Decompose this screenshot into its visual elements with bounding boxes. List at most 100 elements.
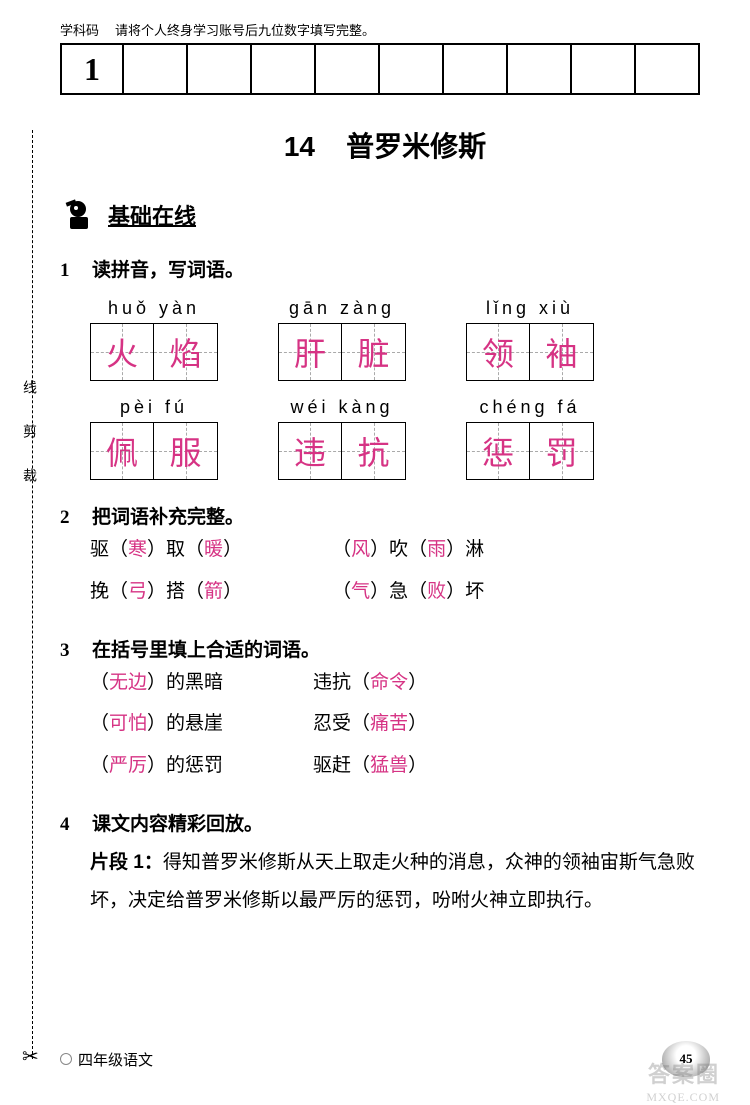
- q4-paragraph: 片段 1：得知普罗米修斯从天上取走火种的消息，众神的领袖宙斯气急败坏，决定给普罗…: [90, 844, 710, 920]
- scissors-icon: ✂: [22, 1044, 39, 1069]
- instruction-text: 请将个人终身学习账号后九位数字填写完整。: [115, 20, 375, 39]
- q2-item: 挽（弓）搭（箭）: [90, 571, 242, 613]
- answer-char: 违: [294, 428, 326, 474]
- answer-char: 领: [482, 329, 514, 375]
- char-box[interactable]: 服: [154, 422, 218, 480]
- answer: 寒: [128, 539, 147, 560]
- code-blank[interactable]: [444, 43, 508, 95]
- section-title: 基础在线: [108, 199, 196, 231]
- char-boxes: 违 抗: [278, 422, 406, 480]
- subject-code-label: 学科码: [60, 20, 99, 39]
- answer-char: 袖: [545, 329, 577, 375]
- pinyin-text: gān zàng: [289, 298, 395, 319]
- code-blank[interactable]: [124, 43, 188, 95]
- code-blank[interactable]: [252, 43, 316, 95]
- lesson-name: 普罗米修斯: [346, 131, 486, 162]
- pinyin-text: pèi fú: [120, 397, 188, 418]
- pinyin-group: gān zàng 肝 脏: [278, 298, 406, 381]
- q2-line-2: 挽（弓）搭（箭） （气）急（败）坏: [90, 571, 710, 613]
- code-blank[interactable]: [572, 43, 636, 95]
- code-blank[interactable]: [188, 43, 252, 95]
- pinyin-group: huǒ yàn 火 焰: [90, 298, 218, 381]
- subject-code-box: 1: [60, 43, 124, 95]
- lesson-title: 14 普罗米修斯: [60, 125, 710, 165]
- q2-number: 2: [60, 507, 88, 529]
- char-boxes: 领 袖: [466, 323, 594, 381]
- q3-line-3: （严厉）的惩罚 驱赶（猛兽）: [90, 745, 710, 787]
- char-boxes: 惩 罚: [466, 422, 594, 480]
- pinyin-text: chéng fá: [479, 397, 580, 418]
- q3-item: 忍受（痛苦）: [313, 703, 427, 745]
- question-4: 4 课文内容精彩回放。 片段 1：得知普罗米修斯从天上取走火种的消息，众神的领袖…: [60, 809, 710, 920]
- char-box[interactable]: 肝: [278, 323, 342, 381]
- cut-line: [32, 130, 33, 1059]
- page-number-badge: 45: [662, 1041, 710, 1077]
- char-box[interactable]: 违: [278, 422, 342, 480]
- q2-prompt: 把词语补充完整。: [92, 507, 244, 528]
- footer-left: 四年级语文: [60, 1049, 153, 1070]
- char-box[interactable]: 袖: [530, 323, 594, 381]
- code-blank[interactable]: [380, 43, 444, 95]
- segment-text: 得知普罗米修斯从天上取走火种的消息，众神的领袖宙斯气急败坏，决定给普罗米修斯以最…: [90, 852, 695, 911]
- answer-char: 抗: [357, 428, 389, 474]
- answer: 猛兽: [370, 755, 408, 776]
- q3-item: （可怕）的悬崖: [90, 703, 223, 745]
- cartoon-icon: [60, 195, 100, 235]
- char-box[interactable]: 脏: [342, 323, 406, 381]
- pinyin-group: pèi fú 佩 服: [90, 397, 218, 480]
- q2-line-1: 驱（寒）取（暖） （风）吹（雨）淋: [90, 529, 710, 571]
- pinyin-group: lǐng xiù 领 袖: [466, 298, 594, 381]
- footer: 四年级语文 45: [60, 1041, 710, 1077]
- answer-char: 罚: [545, 428, 577, 474]
- answer: 痛苦: [370, 713, 408, 734]
- lesson-number: 14: [284, 131, 315, 162]
- side-cut-label: 线剪裁: [18, 380, 38, 512]
- answer-char: 服: [169, 428, 201, 474]
- answer: 雨: [427, 539, 446, 560]
- answer-char: 脏: [357, 329, 389, 375]
- char-box[interactable]: 惩: [466, 422, 530, 480]
- answer-char: 惩: [482, 428, 514, 474]
- dot-icon: [60, 1053, 72, 1065]
- char-box[interactable]: 火: [90, 323, 154, 381]
- q2-item: （风）吹（雨）淋: [332, 529, 484, 571]
- q3-item: （无边）的黑暗: [90, 662, 223, 704]
- char-boxes: 佩 服: [90, 422, 218, 480]
- answer: 无边: [109, 672, 147, 693]
- pinyin-group: chéng fá 惩 罚: [466, 397, 594, 480]
- answer: 严厉: [109, 755, 147, 776]
- q3-prompt: 在括号里填上合适的词语。: [92, 640, 320, 661]
- section-header: 基础在线: [60, 195, 710, 235]
- pinyin-text: wéi kàng: [290, 397, 393, 418]
- char-box[interactable]: 焰: [154, 323, 218, 381]
- question-2: 2 把词语补充完整。 驱（寒）取（暖） （风）吹（雨）淋 挽（弓）搭（箭） （气…: [60, 502, 710, 613]
- watermark-sub: MXQE.COM: [646, 1090, 720, 1105]
- q3-line-2: （可怕）的悬崖 忍受（痛苦）: [90, 703, 710, 745]
- q1-row-1: huǒ yàn 火 焰 gān zàng 肝 脏 lǐng xiù 领 袖: [90, 298, 710, 381]
- code-blank[interactable]: [316, 43, 380, 95]
- q2-item: （气）急（败）坏: [332, 571, 484, 613]
- q1-number: 1: [60, 260, 88, 282]
- answer-char: 焰: [169, 329, 201, 375]
- page-number: 45: [680, 1051, 693, 1067]
- answer: 暖: [204, 539, 223, 560]
- pinyin-text: lǐng xiù: [486, 298, 574, 319]
- pinyin-group: wéi kàng 违 抗: [278, 397, 406, 480]
- q3-item: 驱赶（猛兽）: [313, 745, 427, 787]
- answer: 可怕: [109, 713, 147, 734]
- q3-number: 3: [60, 640, 88, 662]
- q4-prompt: 课文内容精彩回放。: [92, 814, 263, 835]
- char-boxes: 火 焰: [90, 323, 218, 381]
- q3-item: （严厉）的惩罚: [90, 745, 223, 787]
- char-box[interactable]: 罚: [530, 422, 594, 480]
- pinyin-text: huǒ yàn: [108, 298, 200, 319]
- header-labels: 学科码 请将个人终身学习账号后九位数字填写完整。: [60, 20, 710, 39]
- question-1: 1 读拼音，写词语。 huǒ yàn 火 焰 gān zàng 肝 脏 lǐng…: [60, 255, 710, 480]
- code-blank[interactable]: [508, 43, 572, 95]
- code-blank[interactable]: [636, 43, 700, 95]
- q2-item: 驱（寒）取（暖）: [90, 529, 242, 571]
- char-box[interactable]: 领: [466, 323, 530, 381]
- q1-row-2: pèi fú 佩 服 wéi kàng 违 抗 chéng fá 惩 罚: [90, 397, 710, 480]
- char-box[interactable]: 佩: [90, 422, 154, 480]
- char-box[interactable]: 抗: [342, 422, 406, 480]
